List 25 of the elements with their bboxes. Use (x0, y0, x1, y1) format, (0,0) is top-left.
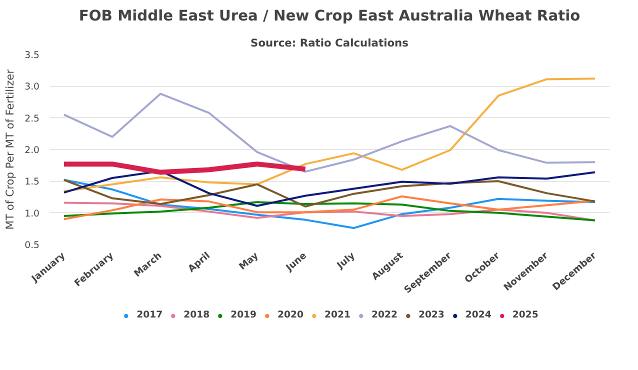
line-series (62, 178, 596, 208)
line-series (62, 170, 596, 207)
legend-label: 2023 (418, 310, 444, 320)
chart-title: FOB Middle East Urea / New Crop East Australia Wheat Ratio (78, 8, 580, 24)
legend-label: 2020 (278, 310, 304, 320)
line-series (62, 178, 596, 230)
y-tick-label: 3.5 (24, 50, 40, 61)
line-series (62, 92, 596, 173)
y-tick-label: 2.0 (24, 145, 40, 156)
y-tick-label: 1.5 (24, 176, 40, 188)
y-tick-label: 3.0 (24, 82, 40, 93)
y-tick-label: 0.5 (24, 240, 40, 251)
legend-label: 2019 (230, 310, 257, 320)
legend-label: 2017 (136, 310, 163, 320)
legend-label: 2022 (371, 310, 398, 320)
legend-label: 2018 (184, 310, 210, 320)
chart-subtitle: Source: Ratio Calculations (250, 36, 408, 50)
y-axis-title: MT of Crop Per MT of Fertilizer (4, 68, 17, 230)
legend-label: 2025 (512, 310, 538, 320)
legend-label: 2021 (324, 310, 350, 320)
legend-label: 2024 (465, 310, 492, 320)
line-series (62, 78, 596, 192)
y-tick-label: 2.5 (24, 113, 40, 124)
line-series (62, 195, 596, 220)
y-tick-label: 1.0 (24, 208, 40, 220)
